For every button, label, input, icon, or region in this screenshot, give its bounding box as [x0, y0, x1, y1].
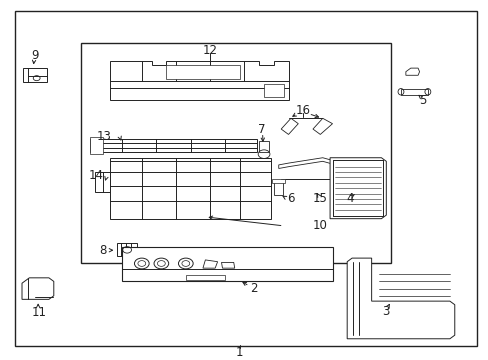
Polygon shape — [203, 260, 217, 268]
Text: 7: 7 — [257, 123, 265, 136]
Bar — [110, 158, 271, 219]
Bar — [95, 172, 132, 192]
Text: 12: 12 — [203, 44, 217, 57]
Bar — [400, 89, 427, 95]
Bar — [166, 65, 239, 79]
Bar — [90, 139, 256, 152]
Bar — [23, 68, 47, 82]
Text: 2: 2 — [250, 282, 258, 295]
Text: 9: 9 — [31, 49, 39, 62]
Polygon shape — [329, 158, 386, 219]
Text: 13: 13 — [97, 130, 111, 143]
Text: 10: 10 — [312, 219, 327, 232]
Text: 3: 3 — [382, 305, 389, 318]
Bar — [271, 179, 284, 183]
Text: 14: 14 — [88, 169, 103, 182]
Bar — [81, 43, 390, 264]
Polygon shape — [346, 258, 454, 339]
Bar — [185, 275, 224, 280]
Text: 15: 15 — [312, 193, 327, 206]
Text: 11: 11 — [32, 306, 46, 319]
Text: 6: 6 — [286, 193, 294, 206]
Polygon shape — [221, 262, 234, 268]
Bar — [264, 84, 283, 97]
Text: 16: 16 — [295, 104, 310, 117]
Bar — [117, 243, 137, 256]
Polygon shape — [405, 68, 419, 75]
Bar — [259, 141, 268, 152]
Polygon shape — [278, 158, 342, 168]
Polygon shape — [22, 278, 54, 299]
Polygon shape — [281, 118, 298, 134]
Bar — [90, 137, 102, 154]
Text: 1: 1 — [235, 346, 243, 359]
Bar — [273, 181, 282, 195]
Polygon shape — [312, 118, 332, 134]
Text: 8: 8 — [99, 244, 106, 257]
Text: 5: 5 — [418, 94, 426, 107]
Bar — [122, 247, 332, 282]
Text: 4: 4 — [345, 193, 353, 206]
Polygon shape — [110, 61, 288, 100]
